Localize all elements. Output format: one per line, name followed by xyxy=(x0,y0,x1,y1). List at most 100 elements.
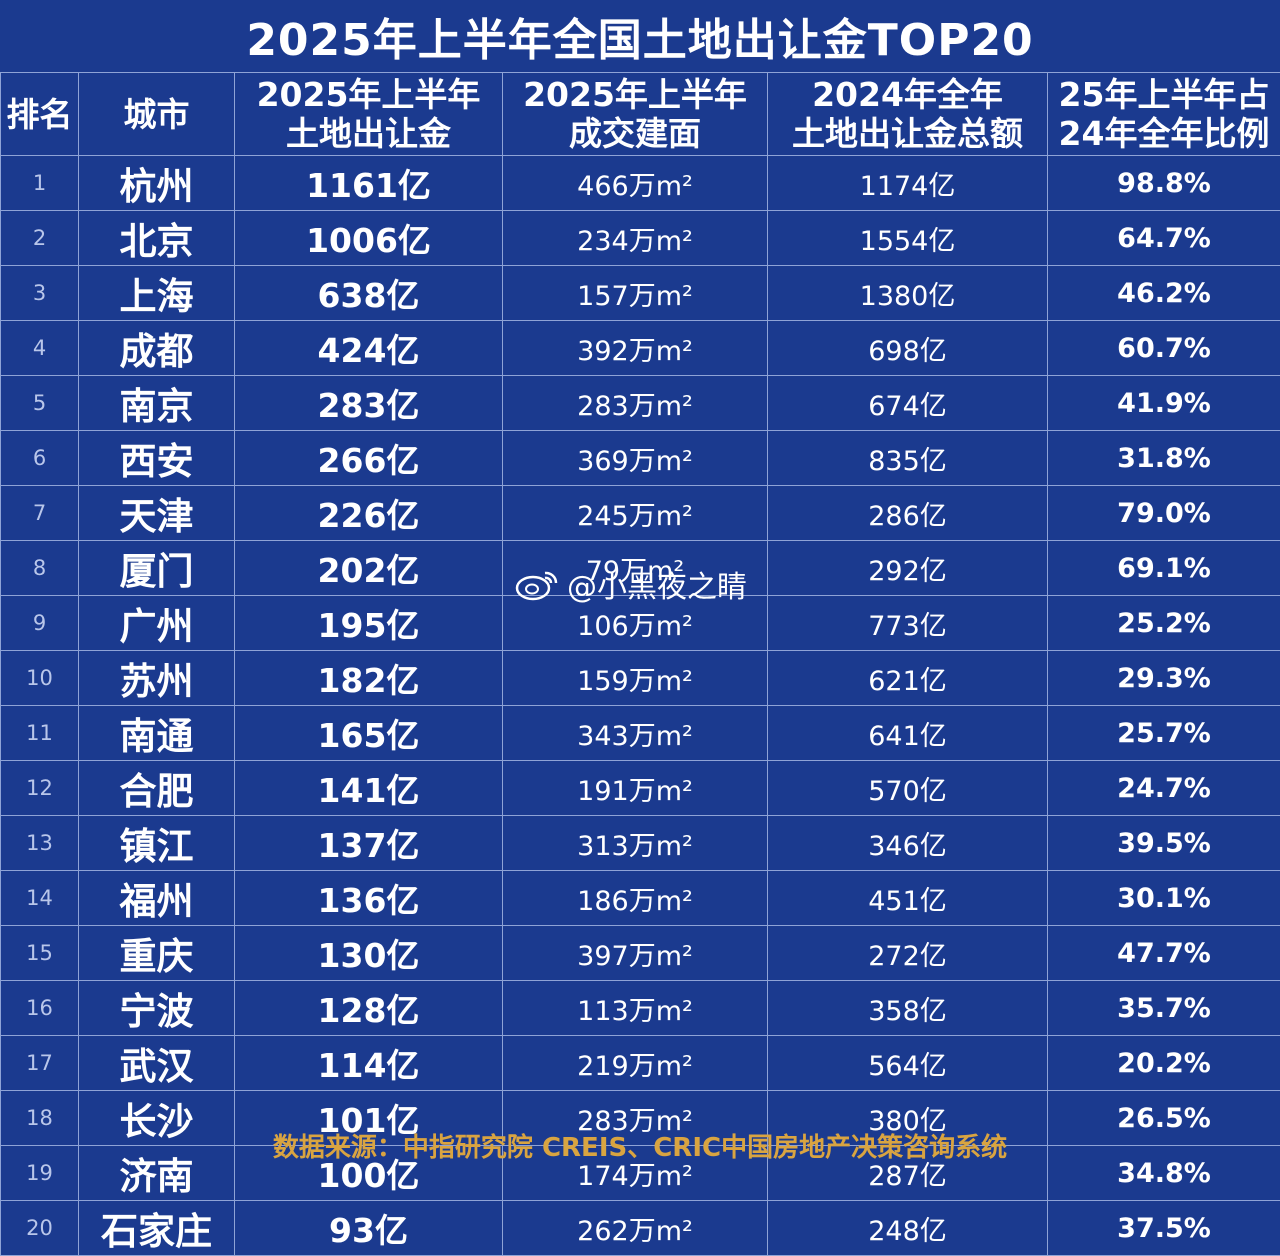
cell-floor-area-2025h1: 343万m² xyxy=(503,706,768,761)
cell-city: 广州 xyxy=(79,596,235,651)
cell-ratio: 31.8% xyxy=(1048,431,1280,486)
cell-floor-area-2025h1: 234万m² xyxy=(503,211,768,266)
cell-city: 石家庄 xyxy=(79,1201,235,1256)
cell-land-revenue-2024: 292亿 xyxy=(768,541,1048,596)
cell-city: 杭州 xyxy=(79,156,235,211)
cell-floor-area-2025h1: 186万m² xyxy=(503,871,768,926)
cell-ratio: 25.7% xyxy=(1048,706,1280,761)
cell-land-revenue-2025h1: 1006亿 xyxy=(235,211,503,266)
header-city: 城市 xyxy=(79,73,235,156)
cell-ratio: 25.2% xyxy=(1048,596,1280,651)
cell-floor-area-2025h1: 159万m² xyxy=(503,651,768,706)
cell-city: 天津 xyxy=(79,486,235,541)
cell-rank: 12 xyxy=(1,761,79,816)
header-land-revenue-2024: 2024年全年土地出让金总额 xyxy=(768,73,1048,156)
cell-city: 福州 xyxy=(79,871,235,926)
cell-rank: 5 xyxy=(1,376,79,431)
cell-rank: 20 xyxy=(1,1201,79,1256)
cell-rank: 14 xyxy=(1,871,79,926)
cell-city: 南京 xyxy=(79,376,235,431)
cell-land-revenue-2024: 346亿 xyxy=(768,816,1048,871)
cell-city: 宁波 xyxy=(79,981,235,1036)
cell-city: 南通 xyxy=(79,706,235,761)
cell-ratio: 98.8% xyxy=(1048,156,1280,211)
cell-city: 厦门 xyxy=(79,541,235,596)
cell-ratio: 20.2% xyxy=(1048,1036,1280,1091)
cell-floor-area-2025h1: 313万m² xyxy=(503,816,768,871)
cell-city: 重庆 xyxy=(79,926,235,981)
cell-floor-area-2025h1: 219万m² xyxy=(503,1036,768,1091)
cell-land-revenue-2025h1: 128亿 xyxy=(235,981,503,1036)
cell-city: 镇江 xyxy=(79,816,235,871)
page-title: 2025年上半年全国土地出让金TOP20 xyxy=(0,0,1280,72)
header-land-revenue-2025h1: 2025年上半年土地出让金 xyxy=(235,73,503,156)
cell-city: 北京 xyxy=(79,211,235,266)
cell-floor-area-2025h1: 392万m² xyxy=(503,321,768,376)
cell-land-revenue-2024: 773亿 xyxy=(768,596,1048,651)
cell-floor-area-2025h1: 113万m² xyxy=(503,981,768,1036)
cell-ratio: 37.5% xyxy=(1048,1201,1280,1256)
cell-city: 苏州 xyxy=(79,651,235,706)
cell-rank: 10 xyxy=(1,651,79,706)
cell-ratio: 64.7% xyxy=(1048,211,1280,266)
cell-city: 西安 xyxy=(79,431,235,486)
header-rank: 排名 xyxy=(1,73,79,156)
cell-rank: 2 xyxy=(1,211,79,266)
cell-floor-area-2025h1: 262万m² xyxy=(503,1201,768,1256)
cell-city: 上海 xyxy=(79,266,235,321)
cell-land-revenue-2024: 1174亿 xyxy=(768,156,1048,211)
cell-floor-area-2025h1: 157万m² xyxy=(503,266,768,321)
cell-ratio: 47.7% xyxy=(1048,926,1280,981)
weibo-icon xyxy=(515,567,561,601)
cell-ratio: 60.7% xyxy=(1048,321,1280,376)
cell-rank: 13 xyxy=(1,816,79,871)
cell-rank: 4 xyxy=(1,321,79,376)
cell-land-revenue-2024: 358亿 xyxy=(768,981,1048,1036)
cell-land-revenue-2024: 621亿 xyxy=(768,651,1048,706)
cell-land-revenue-2025h1: 136亿 xyxy=(235,871,503,926)
cell-land-revenue-2025h1: 93亿 xyxy=(235,1201,503,1256)
cell-rank: 15 xyxy=(1,926,79,981)
cell-ratio: 35.7% xyxy=(1048,981,1280,1036)
cell-rank: 16 xyxy=(1,981,79,1036)
cell-land-revenue-2024: 570亿 xyxy=(768,761,1048,816)
cell-land-revenue-2025h1: 202亿 xyxy=(235,541,503,596)
cell-floor-area-2025h1: 369万m² xyxy=(503,431,768,486)
ranking-table: 排名 城市 2025年上半年土地出让金 2025年上半年成交建面 2024年全年… xyxy=(0,72,1280,1256)
cell-land-revenue-2025h1: 266亿 xyxy=(235,431,503,486)
cell-land-revenue-2024: 641亿 xyxy=(768,706,1048,761)
cell-floor-area-2025h1: 191万m² xyxy=(503,761,768,816)
table-header-row: 排名 城市 2025年上半年土地出让金 2025年上半年成交建面 2024年全年… xyxy=(1,73,1280,156)
cell-city: 成都 xyxy=(79,321,235,376)
cell-ratio: 69.1% xyxy=(1048,541,1280,596)
cell-land-revenue-2024: 451亿 xyxy=(768,871,1048,926)
watermark: @小黑夜之睛 xyxy=(515,564,747,604)
data-source: 数据来源：中指研究院 CREIS、CRIC中国房地产决策咨询系统 xyxy=(0,1126,1280,1164)
cell-land-revenue-2025h1: 638亿 xyxy=(235,266,503,321)
cell-land-revenue-2024: 286亿 xyxy=(768,486,1048,541)
cell-ratio: 30.1% xyxy=(1048,871,1280,926)
cell-rank: 9 xyxy=(1,596,79,651)
cell-city: 武汉 xyxy=(79,1036,235,1091)
cell-land-revenue-2025h1: 283亿 xyxy=(235,376,503,431)
cell-land-revenue-2024: 272亿 xyxy=(768,926,1048,981)
cell-land-revenue-2024: 1554亿 xyxy=(768,211,1048,266)
cell-land-revenue-2025h1: 114亿 xyxy=(235,1036,503,1091)
watermark-text: @小黑夜之睛 xyxy=(567,562,747,606)
cell-rank: 1 xyxy=(1,156,79,211)
cell-land-revenue-2025h1: 137亿 xyxy=(235,816,503,871)
cell-land-revenue-2024: 248亿 xyxy=(768,1201,1048,1256)
cell-land-revenue-2024: 1380亿 xyxy=(768,266,1048,321)
cell-ratio: 24.7% xyxy=(1048,761,1280,816)
